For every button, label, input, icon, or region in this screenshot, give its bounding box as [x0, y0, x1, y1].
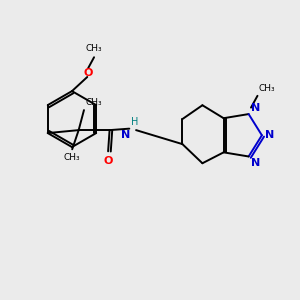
Text: O: O [103, 156, 113, 166]
Text: CH₃: CH₃ [259, 84, 275, 93]
Text: N: N [121, 130, 130, 140]
Text: H: H [131, 117, 138, 127]
Text: O: O [83, 68, 93, 78]
Text: N: N [251, 103, 260, 112]
Text: N: N [266, 130, 275, 140]
Text: CH₃: CH₃ [63, 153, 80, 162]
Text: CH₃: CH₃ [85, 98, 102, 107]
Text: CH₃: CH₃ [86, 44, 102, 53]
Text: N: N [251, 158, 260, 168]
